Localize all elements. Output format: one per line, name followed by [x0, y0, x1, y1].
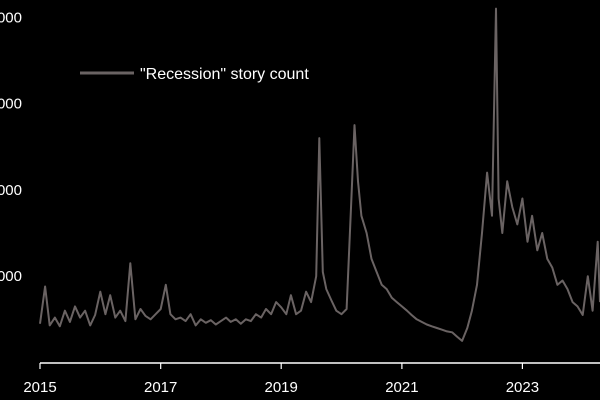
- x-tick-label: 2021: [385, 379, 418, 396]
- y-tick-label: 000: [0, 268, 22, 285]
- y-tick-label: 000: [0, 182, 22, 199]
- x-tick-label: 2017: [144, 379, 177, 396]
- series-layer: [39, 7, 600, 342]
- legend-label: "Recession" story count: [140, 66, 309, 83]
- series-line-recession-story-count: [39, 7, 600, 342]
- y-tick-label: 000: [0, 96, 22, 113]
- x-axis-ticks: 2015 2017 2019 2021 2023: [23, 363, 539, 396]
- y-tick-label: 000: [0, 9, 22, 26]
- y-tick-labels: 000 000 000 000: [0, 9, 22, 285]
- x-tick-label: 2023: [506, 379, 539, 396]
- x-tick-label: 2019: [265, 379, 298, 396]
- legend: "Recession" story count: [80, 66, 309, 83]
- x-tick-label: 2015: [23, 379, 56, 396]
